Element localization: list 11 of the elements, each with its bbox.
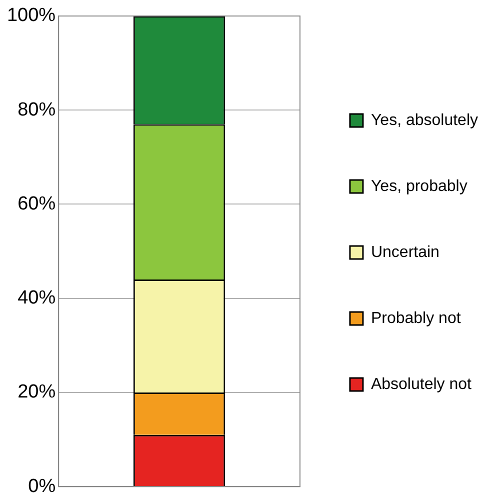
legend-label: Probably not [370, 310, 462, 327]
y-tick-label: 100% [6, 5, 56, 26]
y-tick-label: 0% [28, 476, 56, 497]
legend-label: Yes, probably [370, 178, 468, 195]
y-tick-label: 80% [18, 99, 56, 120]
legend-label: Absolutely not [370, 376, 472, 393]
y-tick-label: 60% [18, 193, 56, 214]
y-tick-label: 20% [18, 382, 56, 403]
legend-label: Uncertain [370, 244, 440, 261]
y-tick-label: 40% [18, 288, 56, 309]
legend-label: Yes, absolutely [370, 112, 478, 129]
